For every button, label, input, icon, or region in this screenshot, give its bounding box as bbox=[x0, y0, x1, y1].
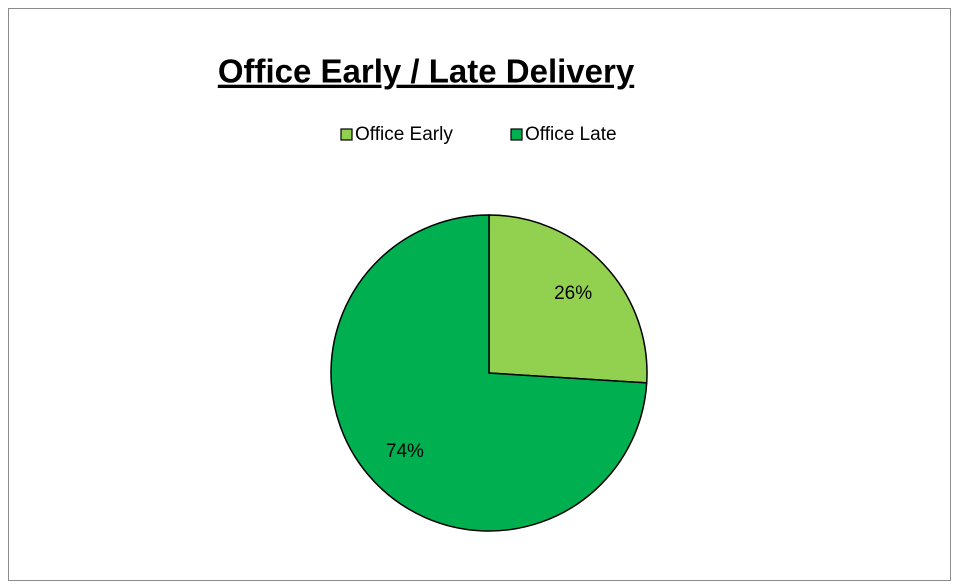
chart-title: Office Early / Late Delivery bbox=[218, 53, 635, 90]
pie-slice bbox=[488, 214, 648, 384]
pie-slice bbox=[330, 214, 648, 532]
data-label: 26% bbox=[554, 283, 592, 304]
legend-swatch bbox=[340, 128, 353, 141]
data-label: 74% bbox=[386, 441, 424, 462]
legend-label: Office Early bbox=[355, 124, 453, 145]
legend-label: Office Late bbox=[525, 124, 617, 145]
legend-swatch bbox=[510, 128, 523, 141]
